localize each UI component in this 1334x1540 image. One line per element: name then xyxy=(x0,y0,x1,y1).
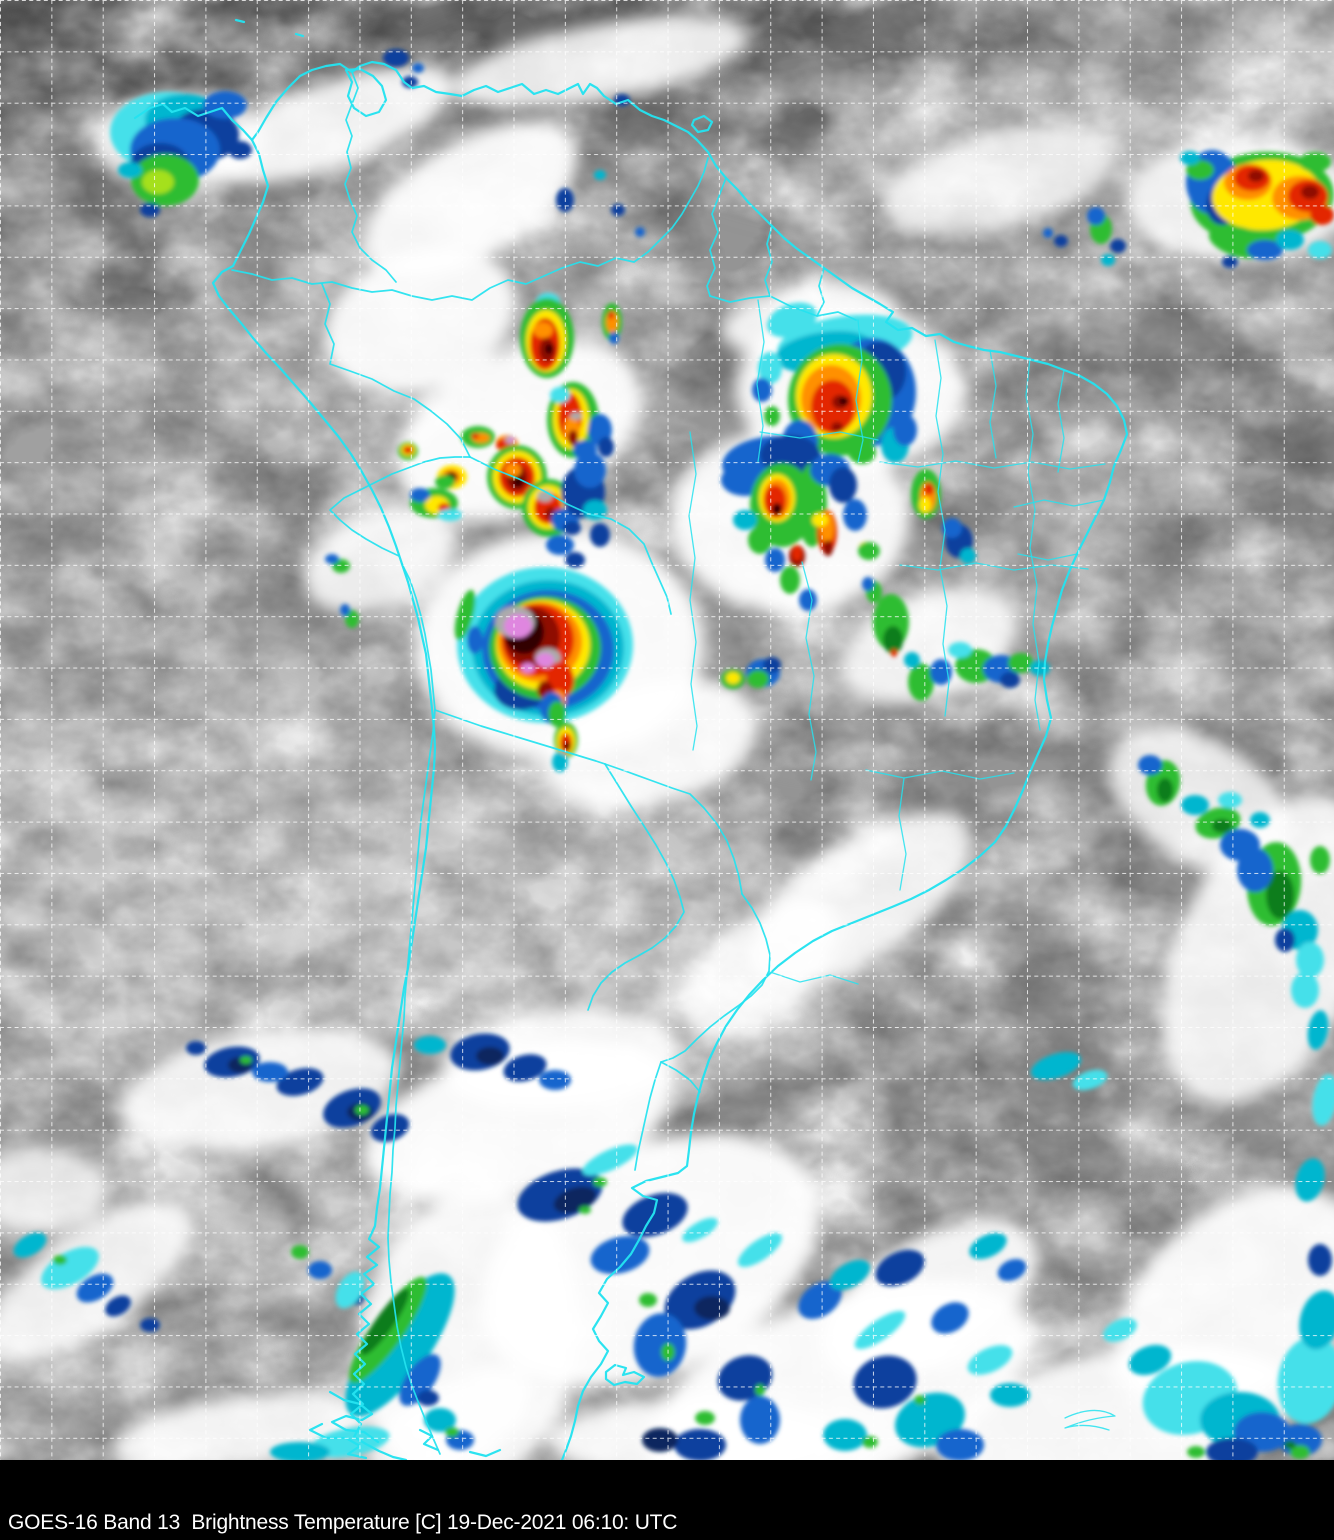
satellite-map xyxy=(0,0,1334,1501)
caption-text: GOES-16 Band 13 Brightness Temperature [… xyxy=(8,1511,678,1534)
caption-bar: GOES-16 Band 13 Brightness Temperature [… xyxy=(0,1460,1334,1540)
goes16-ir-image xyxy=(0,0,1334,1501)
latlon-grid xyxy=(0,0,1334,1460)
